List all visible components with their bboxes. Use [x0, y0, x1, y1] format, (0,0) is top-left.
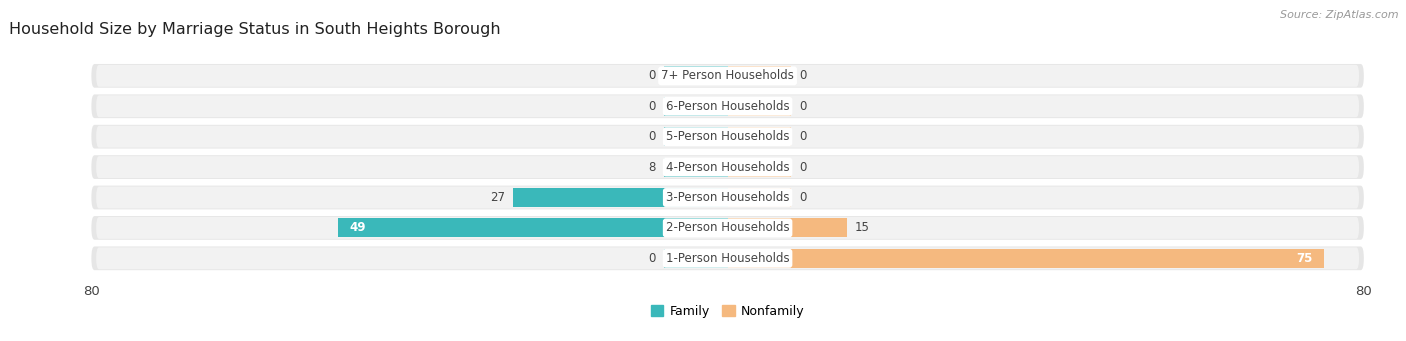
Bar	[728, 158, 792, 177]
Bar	[728, 219, 846, 237]
Bar	[337, 219, 728, 237]
Text: 7+ Person Households: 7+ Person Households	[661, 69, 794, 82]
Text: 6-Person Households: 6-Person Households	[666, 100, 789, 113]
FancyBboxPatch shape	[96, 156, 1360, 178]
Text: 3-Person Households: 3-Person Households	[666, 191, 789, 204]
Text: 2-Person Households: 2-Person Households	[666, 221, 789, 234]
Bar	[664, 158, 728, 177]
Text: 27: 27	[489, 191, 505, 204]
FancyBboxPatch shape	[96, 217, 1360, 239]
Text: 8: 8	[648, 161, 657, 174]
Bar	[728, 127, 792, 146]
Text: 0: 0	[799, 100, 807, 113]
FancyBboxPatch shape	[91, 216, 1364, 240]
Bar	[513, 188, 728, 207]
Text: 0: 0	[648, 130, 657, 143]
Text: 15: 15	[855, 221, 870, 234]
Text: 49: 49	[350, 221, 367, 234]
Text: 0: 0	[648, 100, 657, 113]
FancyBboxPatch shape	[96, 95, 1360, 117]
Text: 5-Person Households: 5-Person Households	[666, 130, 789, 143]
FancyBboxPatch shape	[96, 65, 1360, 87]
FancyBboxPatch shape	[91, 186, 1364, 209]
Text: 0: 0	[799, 161, 807, 174]
Text: 75: 75	[1296, 252, 1312, 265]
Text: 4-Person Households: 4-Person Households	[666, 161, 789, 174]
Bar	[728, 188, 792, 207]
Bar	[664, 249, 728, 268]
Bar	[664, 66, 728, 85]
FancyBboxPatch shape	[91, 64, 1364, 88]
Bar	[664, 97, 728, 116]
FancyBboxPatch shape	[96, 247, 1360, 269]
Text: 0: 0	[799, 191, 807, 204]
FancyBboxPatch shape	[91, 125, 1364, 149]
Bar	[728, 249, 1324, 268]
FancyBboxPatch shape	[91, 94, 1364, 118]
Bar	[664, 127, 728, 146]
Bar	[728, 66, 792, 85]
FancyBboxPatch shape	[91, 247, 1364, 270]
Text: Source: ZipAtlas.com: Source: ZipAtlas.com	[1281, 10, 1399, 20]
Legend: Family, Nonfamily: Family, Nonfamily	[645, 300, 810, 323]
Text: 1-Person Households: 1-Person Households	[666, 252, 789, 265]
Text: Household Size by Marriage Status in South Heights Borough: Household Size by Marriage Status in Sou…	[8, 21, 501, 36]
Bar	[728, 97, 792, 116]
FancyBboxPatch shape	[96, 187, 1360, 208]
Text: 0: 0	[799, 69, 807, 82]
FancyBboxPatch shape	[91, 155, 1364, 179]
FancyBboxPatch shape	[96, 126, 1360, 148]
Text: 0: 0	[799, 130, 807, 143]
Text: 0: 0	[648, 252, 657, 265]
Text: 0: 0	[648, 69, 657, 82]
